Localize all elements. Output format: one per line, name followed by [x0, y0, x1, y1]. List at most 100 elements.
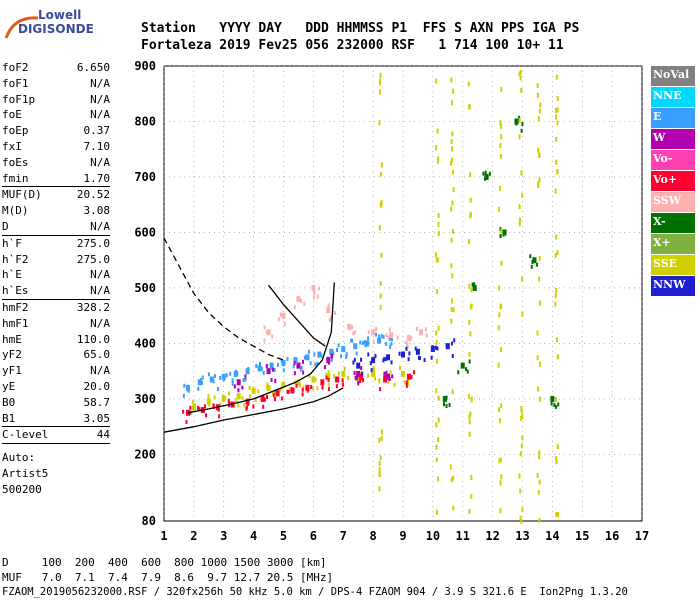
echo-point — [318, 286, 321, 291]
echo-point — [302, 370, 305, 375]
echo-point — [201, 375, 204, 380]
echo-point — [257, 365, 262, 372]
echo-streak-point — [539, 361, 542, 367]
param-row: B1 3.05 — [2, 411, 110, 427]
echo-point — [262, 394, 265, 399]
echo-point — [396, 335, 399, 340]
echo-streak-point — [378, 378, 381, 384]
echo-point — [515, 121, 518, 126]
echo-point — [445, 395, 448, 400]
echo-streak-point — [556, 444, 559, 450]
echo-point — [203, 404, 206, 409]
param-name: MUF(D) — [2, 188, 42, 202]
echo-streak-point — [468, 104, 471, 110]
echo-point — [245, 398, 250, 405]
echo-streak-point — [498, 407, 501, 413]
echo-point — [442, 402, 445, 407]
echo-streak-point — [500, 124, 503, 130]
echo-point — [303, 301, 306, 306]
echo-streak-point — [451, 131, 454, 137]
echo-streak-point — [521, 192, 524, 198]
echo-point — [330, 357, 333, 362]
echo-point — [353, 370, 356, 375]
echo-streak-point — [469, 197, 472, 203]
echo-streak-point — [468, 319, 471, 325]
echo-streak-point — [435, 78, 438, 84]
echo-point — [221, 373, 226, 380]
echo-point — [276, 388, 279, 393]
echo-point — [342, 382, 345, 387]
echo-point — [187, 387, 190, 392]
echo-point — [298, 382, 301, 387]
echo-point — [327, 377, 330, 382]
echo-streak-point — [379, 89, 382, 95]
echo-point — [321, 385, 324, 390]
echo-streak-point — [470, 396, 473, 402]
echo-point — [291, 387, 294, 392]
echo-point — [354, 375, 357, 380]
echo-point — [314, 362, 317, 367]
param-separator — [2, 298, 110, 300]
echo-point — [231, 378, 234, 383]
x-tick-label: 7 — [340, 529, 347, 543]
echo-point — [341, 345, 346, 352]
echo-streak-point — [520, 408, 523, 414]
param-row: h`E N/A — [2, 267, 110, 283]
echo-point — [363, 340, 366, 345]
echo-streak-point — [470, 474, 473, 480]
param-name: hmE — [2, 332, 22, 346]
echo-point — [383, 371, 386, 376]
echo-point — [387, 335, 390, 340]
echo-point — [271, 367, 274, 372]
echo-streak-point — [499, 480, 502, 486]
echo-point — [325, 372, 328, 377]
param-name: foF2 — [2, 61, 29, 74]
echo-streak-point — [468, 283, 471, 289]
param-row: C-level 44 — [2, 427, 110, 443]
echo-point — [341, 378, 344, 383]
echo-point — [219, 402, 222, 407]
param-value: N/A — [90, 155, 110, 169]
echo-streak-point — [449, 160, 452, 166]
echo-point — [293, 361, 296, 366]
echo-point — [390, 360, 393, 365]
echo-point — [280, 386, 283, 391]
echo-point — [313, 291, 316, 296]
echo-point — [331, 354, 334, 359]
x-tick-label: 15 — [575, 529, 589, 543]
echo-point — [423, 358, 426, 363]
echo-point — [337, 343, 340, 348]
echo-point — [206, 398, 211, 405]
legend-item-x: X- — [651, 213, 695, 233]
param-name: yE — [2, 379, 16, 393]
echo-point — [406, 373, 411, 380]
echo-point — [245, 368, 248, 373]
auto-line: Artist5 — [2, 466, 49, 480]
echo-point — [282, 368, 285, 373]
echo-point — [183, 383, 186, 388]
echo-streak-point — [435, 257, 438, 263]
echo-point — [385, 333, 388, 338]
echo-point — [347, 375, 350, 380]
echo-point — [448, 402, 451, 407]
echo-point — [332, 374, 335, 379]
echo-streak-point — [450, 206, 453, 212]
echo-point — [293, 371, 296, 376]
echo-point — [275, 390, 280, 397]
echo-point — [419, 331, 422, 336]
plot-frame — [163, 65, 643, 522]
echo-streak-point — [521, 435, 524, 441]
echo-point — [266, 382, 269, 387]
echo-point — [371, 357, 376, 364]
echo-point — [191, 399, 194, 404]
echo-point — [385, 370, 388, 375]
echo-point — [235, 398, 238, 403]
echo-point — [281, 382, 284, 387]
echo-point — [289, 386, 292, 391]
echo-point — [347, 323, 352, 330]
x-tick-label: 6 — [310, 529, 317, 543]
echo-point — [243, 403, 246, 408]
echo-point — [553, 402, 556, 407]
echo-streak-point — [379, 293, 382, 299]
echo-streak-point — [378, 80, 381, 86]
